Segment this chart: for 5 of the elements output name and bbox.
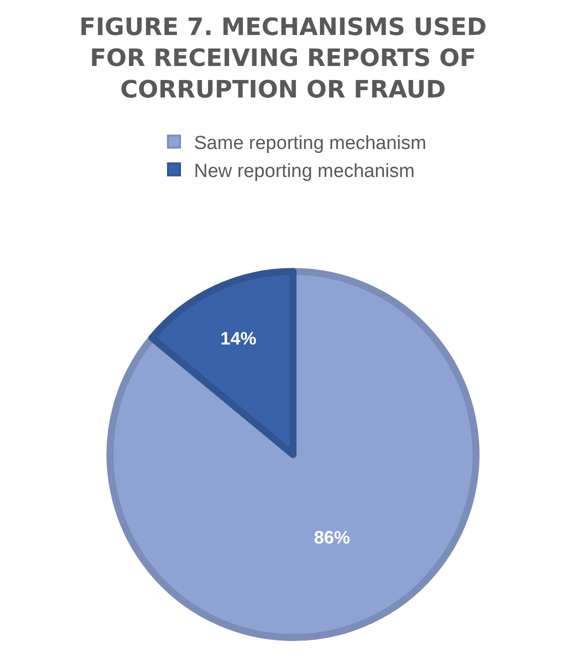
data-label: 86% (314, 527, 350, 548)
chart-title: FIGURE 7. MECHANISMS USED FOR RECEIVING REPORTS OF CORRUPTION OR FRAUD (79, 12, 487, 104)
data-label: 14% (220, 328, 256, 348)
legend-label: Same reporting mechanism (194, 133, 426, 154)
legend-label: New reporting mechanism (194, 160, 415, 182)
